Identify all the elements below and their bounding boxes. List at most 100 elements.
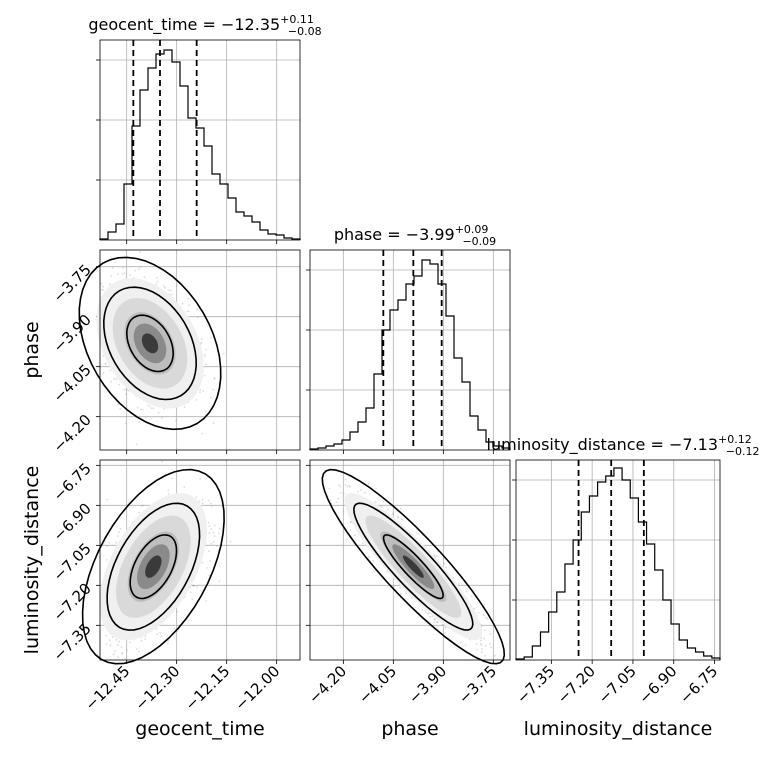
scatter-point xyxy=(163,407,166,410)
scatter-point xyxy=(204,355,207,358)
scatter-point xyxy=(444,626,447,628)
scatter-point xyxy=(202,390,205,392)
scatter-point xyxy=(494,654,496,657)
scatter-point xyxy=(156,280,159,283)
scatter-point xyxy=(374,501,377,503)
scatter-point xyxy=(489,642,491,645)
hist-panel-geocent_time xyxy=(96,39,301,244)
scatter-point xyxy=(171,293,174,296)
scatter-point xyxy=(111,636,114,639)
scatter-point xyxy=(155,283,158,285)
scatter-point xyxy=(117,656,119,658)
scatter-point xyxy=(433,621,436,623)
scatter-point xyxy=(212,388,215,391)
scatter-point xyxy=(104,362,107,365)
scatter-point xyxy=(367,555,370,558)
scatter-point xyxy=(208,499,210,502)
scatter-point xyxy=(473,607,476,610)
scatter-point xyxy=(189,591,192,594)
scatter-point xyxy=(483,637,486,640)
scatter-point xyxy=(187,297,190,300)
scatter-point xyxy=(119,527,122,530)
scatter-point xyxy=(213,377,216,380)
scatter-panel-geocent_time-phase xyxy=(78,249,301,454)
scatter-point xyxy=(357,490,359,493)
scatter-point xyxy=(208,525,211,527)
scatter-point xyxy=(115,378,118,381)
scatter-point xyxy=(175,419,177,422)
scatter-frame xyxy=(99,459,301,661)
scatter-point xyxy=(395,510,398,513)
scatter-point xyxy=(435,555,438,557)
hist-frame xyxy=(99,39,301,241)
scatter-point xyxy=(118,640,120,643)
contour-2 xyxy=(81,468,225,665)
scatter-point xyxy=(114,261,117,264)
scatter-point xyxy=(100,282,103,285)
scatter-frame xyxy=(309,459,511,661)
scatter-point xyxy=(218,532,220,535)
scatter-point xyxy=(367,483,370,485)
scatter-point xyxy=(157,411,160,414)
scatter-point xyxy=(342,510,345,513)
scatter-point xyxy=(140,639,143,642)
scatter-point xyxy=(119,407,122,410)
scatter-point xyxy=(335,501,338,504)
scatter-point xyxy=(183,486,186,488)
scatter-point xyxy=(138,650,141,653)
contour-0 xyxy=(125,314,175,373)
scatter-point xyxy=(485,645,487,647)
contour-1 xyxy=(106,502,201,631)
scatter-point xyxy=(222,352,225,355)
scatter-point xyxy=(141,409,144,411)
x-axis-label-phase: phase xyxy=(381,718,438,740)
scatter-point xyxy=(393,585,396,588)
scatter-point xyxy=(204,363,207,366)
scatter-point xyxy=(216,544,219,547)
scatter-point xyxy=(399,586,402,589)
scatter-point xyxy=(113,377,115,380)
contour-1 xyxy=(353,502,474,631)
scatter-point xyxy=(375,487,377,490)
scatter-point xyxy=(175,284,178,287)
scatter-point xyxy=(156,633,159,635)
scatter-point xyxy=(482,614,485,617)
scatter-point xyxy=(108,639,111,642)
scatter-point xyxy=(128,641,131,644)
scatter-point xyxy=(191,598,194,601)
scatter-point xyxy=(208,574,211,577)
scatter-point xyxy=(134,269,137,272)
scatter-point xyxy=(490,646,493,649)
scatter-point xyxy=(144,635,147,637)
scatter-point xyxy=(209,560,211,562)
scatter-point xyxy=(181,302,184,305)
scatter-point xyxy=(117,403,119,406)
scatter-point xyxy=(138,511,141,514)
scatter-point xyxy=(204,410,207,413)
scatter-point xyxy=(372,560,375,562)
scatter-point xyxy=(382,500,385,503)
scatter-point xyxy=(186,310,189,313)
scatter-point xyxy=(460,641,462,644)
scatter-point xyxy=(144,638,146,640)
histogram-phase xyxy=(309,259,511,450)
scatter-point xyxy=(121,267,124,269)
density-shade-4 xyxy=(402,555,424,578)
scatter-point xyxy=(481,648,484,650)
scatter-point xyxy=(401,519,404,521)
scatter-point xyxy=(109,369,112,372)
scatter-point xyxy=(210,542,213,545)
scatter-point xyxy=(210,528,213,530)
scatter-point xyxy=(121,652,124,654)
scatter-point xyxy=(170,289,172,292)
scatter-point xyxy=(192,584,195,587)
scatter-point xyxy=(349,529,352,531)
scatter-point xyxy=(348,484,351,487)
scatter-point xyxy=(143,276,146,279)
scatter-point xyxy=(342,492,345,495)
scatter-point xyxy=(115,638,118,641)
scatter-point xyxy=(116,535,119,538)
scatter-point xyxy=(110,380,113,383)
scatter-point xyxy=(189,464,192,467)
